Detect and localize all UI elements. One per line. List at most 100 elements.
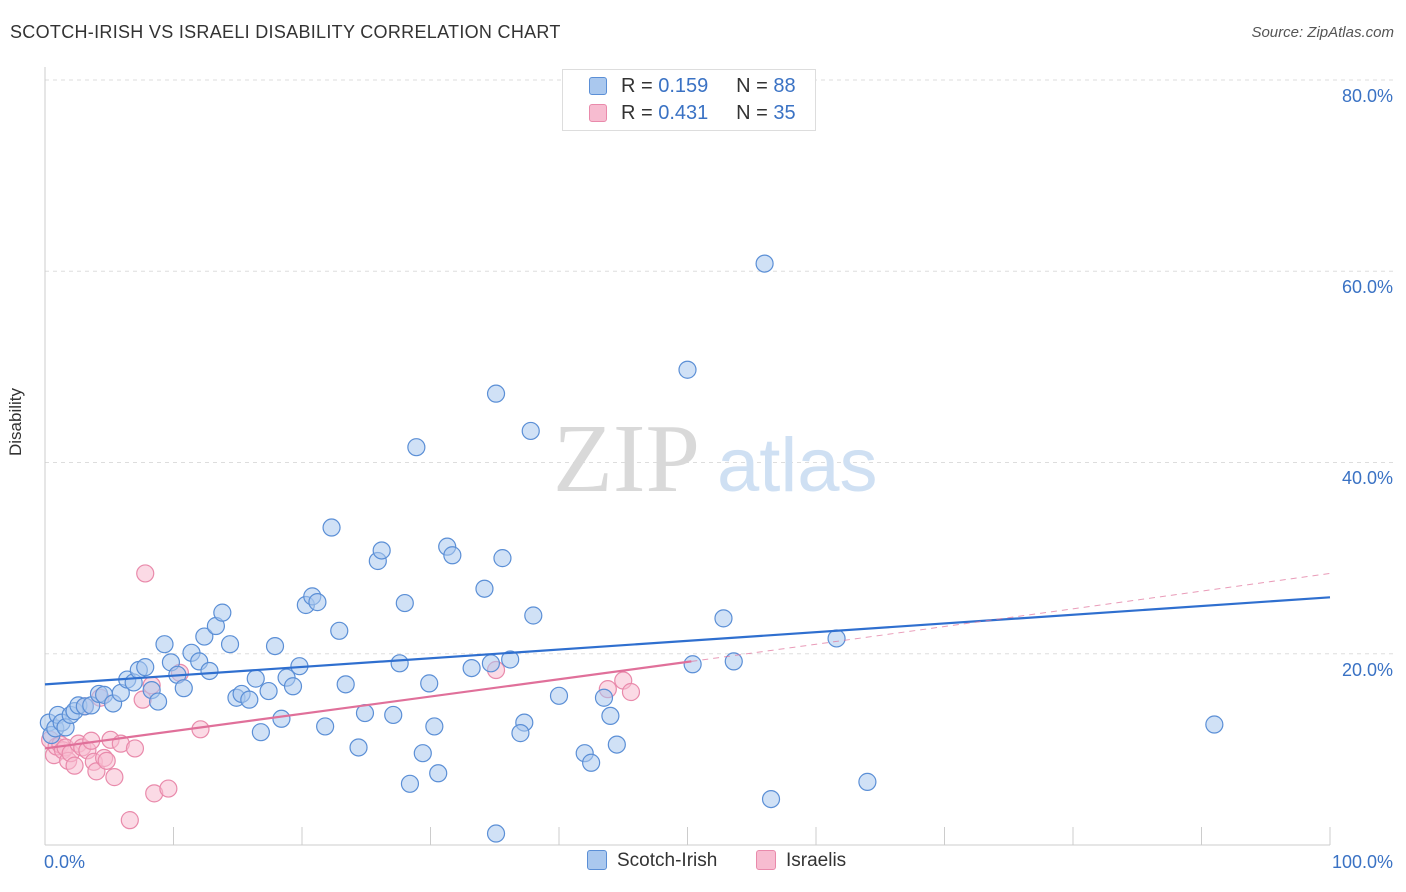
data-point — [425, 717, 444, 736]
x-tick-label-min: 0.0% — [44, 852, 86, 872]
watermark-zip: ZIP — [553, 405, 700, 513]
data-point — [200, 661, 219, 681]
data-point — [105, 768, 124, 787]
data-point — [390, 654, 409, 673]
data-point — [420, 674, 439, 693]
data-point — [755, 254, 774, 273]
correlation-legend: R = 0.159 N = 88 R = 0.431 N = 35 — [562, 69, 816, 131]
data-point — [316, 717, 335, 736]
data-point — [308, 593, 327, 612]
y-tick-label: 60.0% — [1341, 277, 1393, 297]
data-point — [136, 564, 155, 583]
data-point — [683, 655, 702, 674]
data-point — [97, 751, 116, 770]
data-point — [240, 690, 259, 709]
y-tick-label: 80.0% — [1341, 86, 1393, 106]
source-label: Source: ZipAtlas.com — [1251, 24, 1394, 41]
chart-title: SCOTCH-IRISH VS ISRAELI DISABILITY CORRE… — [10, 22, 561, 42]
data-point — [155, 635, 174, 654]
data-point — [429, 764, 448, 783]
trend-line-israelis-extension — [691, 572, 1331, 662]
data-point — [246, 669, 265, 688]
data-point — [714, 609, 733, 628]
data-point — [400, 774, 420, 793]
trend-line-scotch-irish — [44, 596, 1331, 686]
data-point — [678, 360, 697, 379]
data-point — [220, 635, 240, 654]
data-point — [272, 709, 291, 728]
data-point — [384, 705, 403, 725]
r-label: R = — [621, 75, 653, 97]
r-value: 0.159 — [658, 75, 709, 97]
data-point — [372, 541, 391, 560]
data-point — [195, 627, 214, 646]
data-point — [136, 658, 155, 677]
data-point — [283, 677, 303, 696]
data-point — [493, 549, 512, 568]
y-tick-label: 40.0% — [1341, 468, 1393, 488]
r-label: R = — [621, 102, 653, 124]
data-point — [443, 546, 462, 565]
data-point — [521, 421, 540, 441]
n-value: 88 — [773, 75, 796, 97]
data-point — [265, 636, 285, 656]
legend-stats: R = 0.159 N = 88 — [621, 75, 796, 98]
data-point — [395, 593, 414, 613]
watermark-atlas: atlas — [717, 423, 878, 508]
data-point — [761, 789, 781, 809]
data-point — [462, 658, 481, 678]
trend-line-israelis — [44, 660, 692, 750]
data-point — [213, 603, 232, 622]
data-point — [475, 579, 494, 598]
data-point — [349, 738, 368, 757]
data-point — [486, 384, 506, 403]
legend-stats: R = 0.431 N = 35 — [621, 102, 796, 125]
data-point — [827, 629, 846, 648]
data-point — [486, 824, 506, 843]
n-value: 35 — [773, 102, 796, 124]
data-point — [481, 654, 500, 673]
y-axis-label: Disability — [6, 387, 25, 456]
data-point — [330, 621, 349, 640]
data-point — [501, 650, 520, 669]
legend-label: Scotch-Irish — [617, 850, 718, 871]
data-point — [65, 756, 84, 775]
data-point — [601, 706, 620, 726]
data-point — [120, 811, 139, 830]
data-point — [251, 723, 270, 742]
data-point — [724, 652, 743, 671]
series-israelis — [41, 564, 641, 830]
series-scotch-irish — [39, 254, 1224, 843]
legend-swatch-pink — [756, 850, 776, 870]
legend-item-israelis: Israelis — [756, 850, 846, 872]
r-value: 0.431 — [658, 102, 709, 124]
data-point — [413, 744, 432, 763]
data-point — [159, 779, 178, 798]
data-point — [582, 753, 601, 772]
y-tick-label: 20.0% — [1341, 660, 1393, 680]
grid-lines — [45, 79, 1395, 655]
data-point — [607, 735, 626, 754]
x-tick-label-max: 100.0% — [1331, 852, 1393, 872]
n-label: N = — [736, 75, 768, 97]
legend-swatch-blue — [587, 850, 607, 870]
data-point — [594, 688, 614, 707]
data-point — [322, 518, 341, 537]
trend-lines — [44, 572, 1331, 750]
data-point — [524, 606, 543, 625]
data-point — [259, 681, 278, 701]
legend-label: Israelis — [786, 850, 847, 871]
legend-swatch-blue — [589, 77, 607, 95]
data-point — [511, 724, 530, 743]
data-point — [1205, 715, 1224, 734]
data-point — [125, 739, 145, 758]
n-label: N = — [736, 102, 768, 124]
data-point — [174, 679, 193, 698]
legend-item-scotch-irish: Scotch-Irish — [587, 850, 717, 872]
data-point — [407, 438, 426, 457]
data-point — [621, 682, 641, 702]
data-point — [148, 692, 168, 711]
legend-swatch-pink — [589, 104, 607, 122]
data-point — [336, 675, 355, 694]
